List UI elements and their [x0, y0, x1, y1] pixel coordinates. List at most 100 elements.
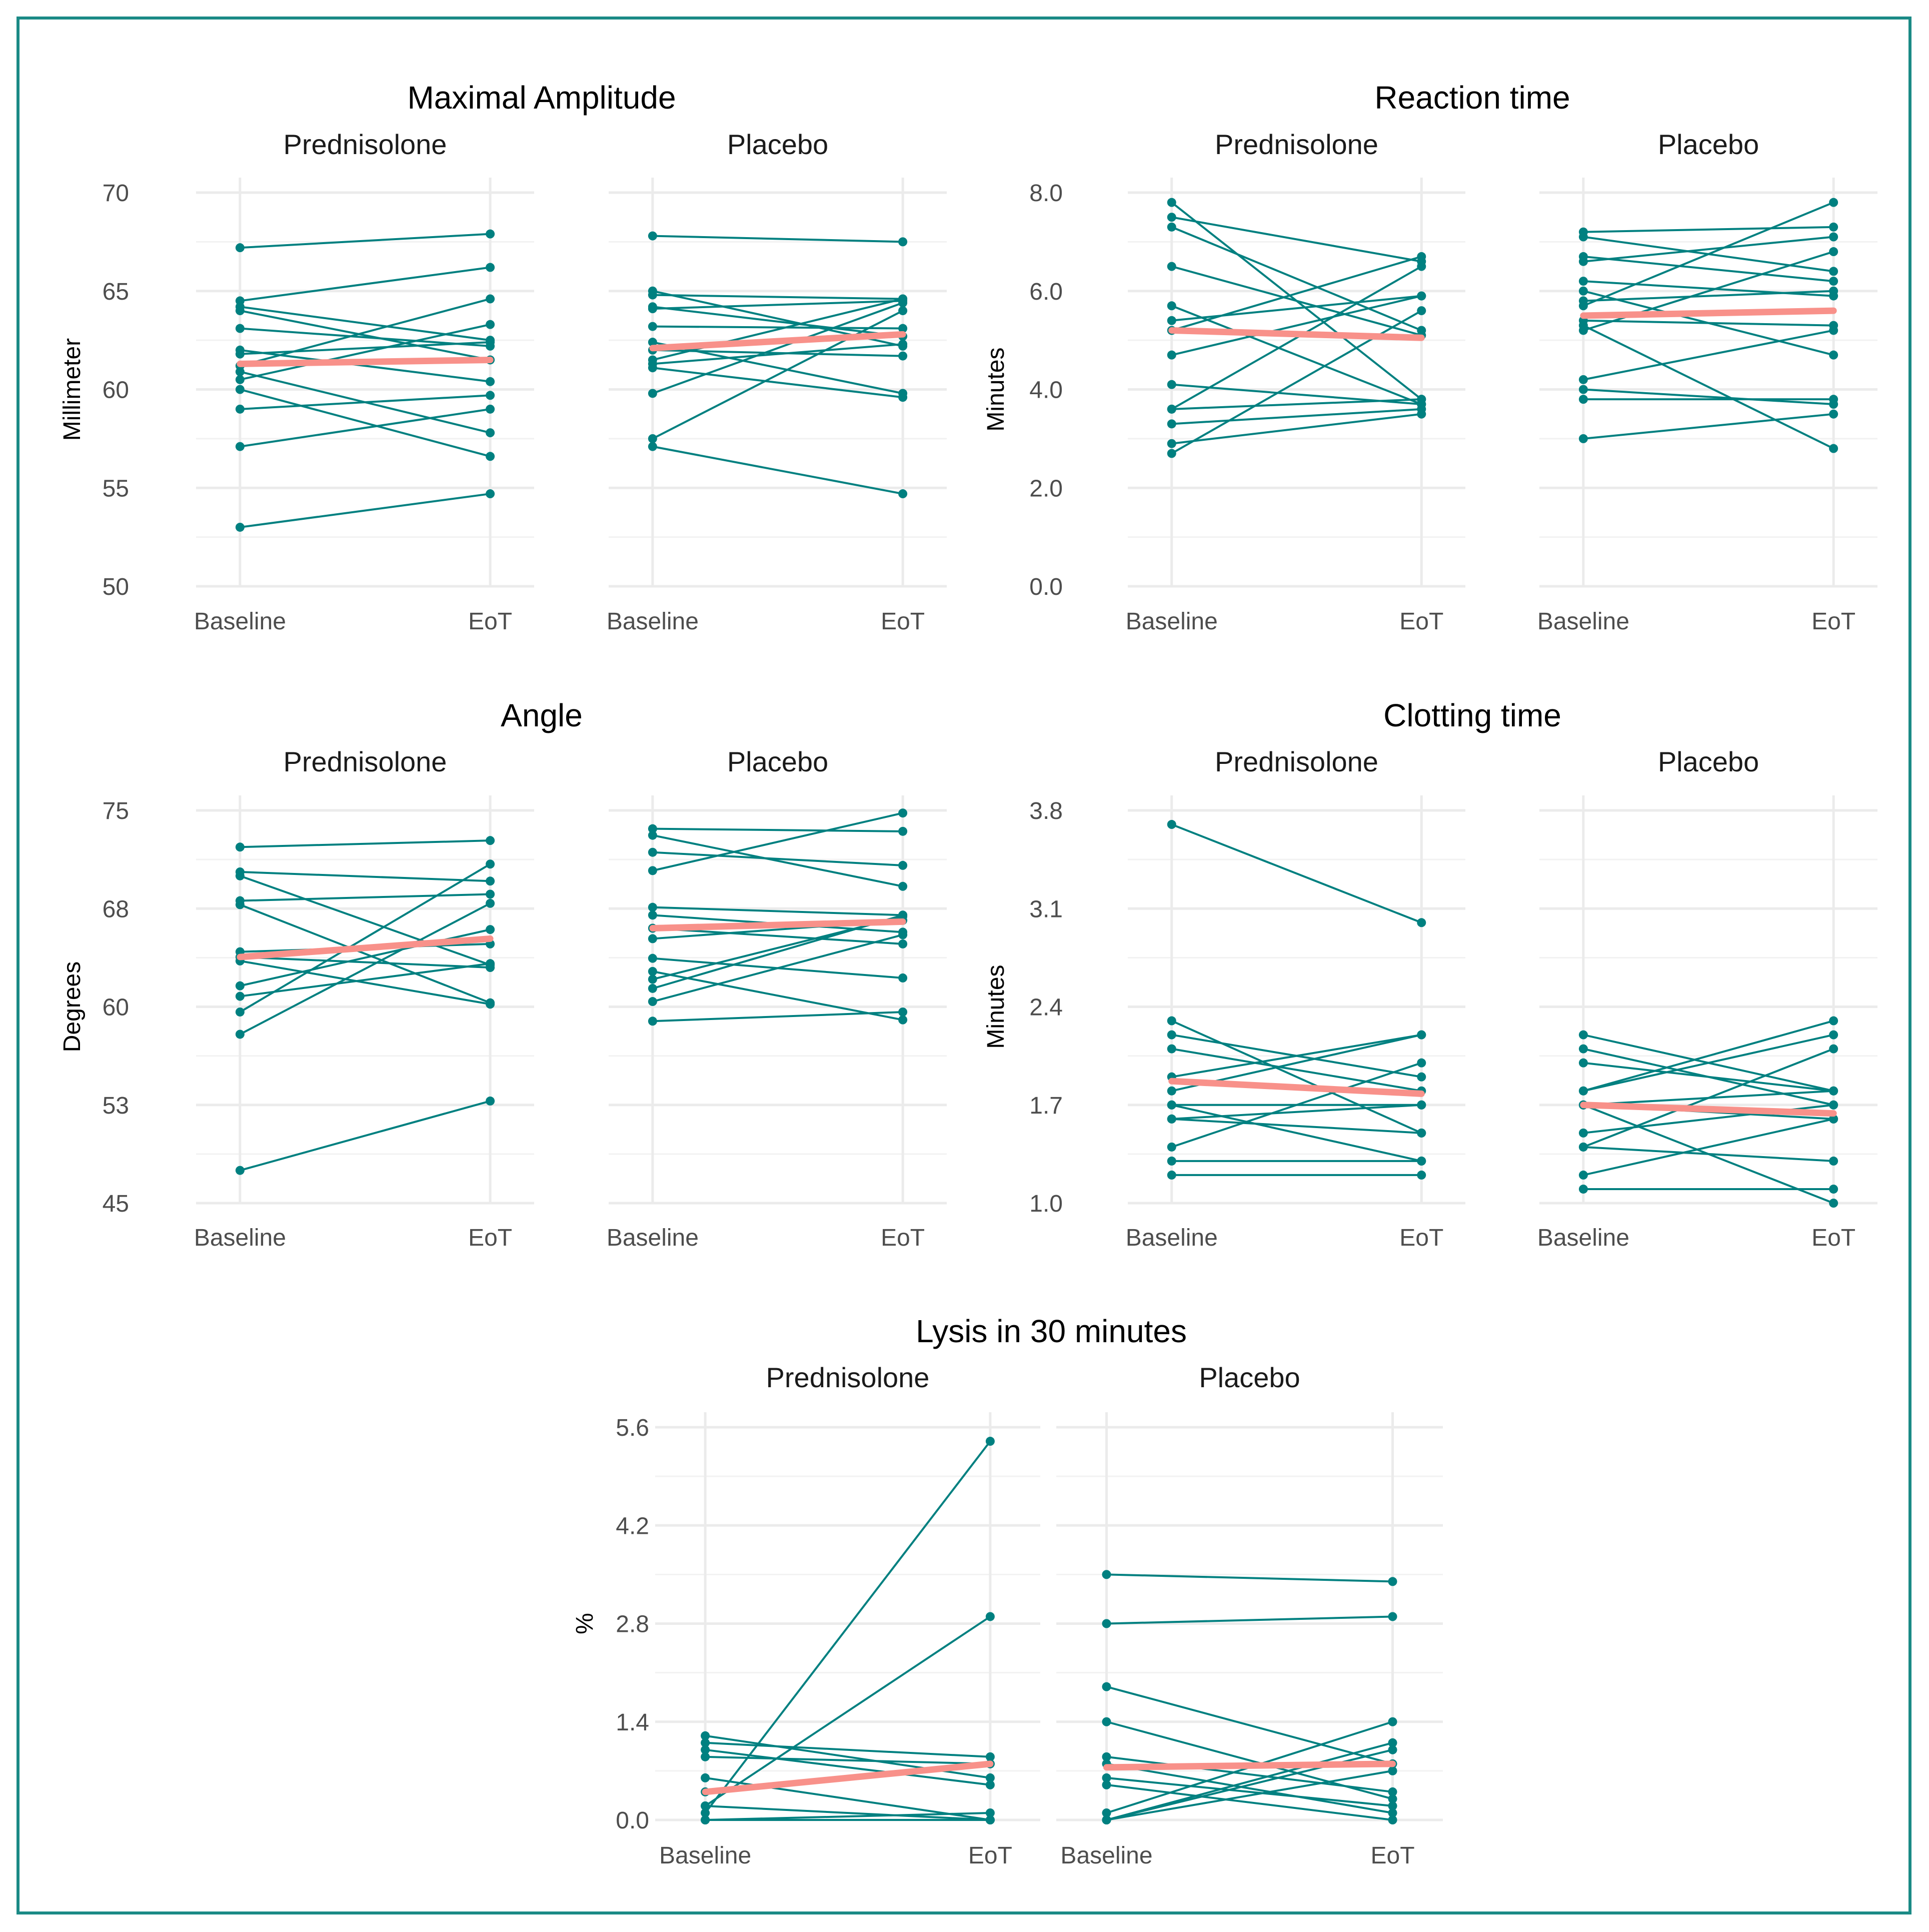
facet-label: Prednisolone	[284, 129, 447, 160]
subject-point-baseline	[648, 290, 657, 300]
subject-line	[1583, 255, 1834, 283]
subject-point-baseline	[1578, 326, 1588, 335]
subject-point-baseline	[1167, 1016, 1176, 1026]
subject-point-eot	[1417, 1058, 1426, 1068]
subject-line	[652, 325, 903, 330]
subject-point-eot	[486, 452, 495, 461]
subject-point-baseline	[701, 1738, 710, 1747]
y-tick-label: 5.6	[616, 1415, 649, 1441]
subject-point-baseline	[1578, 1184, 1588, 1194]
subject-point-baseline	[1102, 1682, 1111, 1691]
subject-line	[239, 902, 491, 1036]
subject-point-eot	[486, 876, 495, 886]
subject-point-baseline	[648, 322, 657, 331]
y-tick-label: 50	[103, 574, 129, 600]
subject-point-baseline	[648, 934, 657, 943]
subject-point-baseline	[648, 953, 657, 963]
subject-point-eot	[486, 925, 495, 934]
subject-point-eot	[1417, 252, 1426, 261]
subject-line	[1171, 408, 1422, 425]
subject-point-baseline	[701, 1801, 710, 1810]
subject-point-eot	[898, 324, 908, 333]
subject-point-baseline	[1167, 439, 1176, 448]
subject-line	[1583, 1062, 1834, 1092]
y-tick-label: 3.1	[1029, 896, 1063, 922]
facet-label: Placebo	[1658, 129, 1759, 160]
x-tick-label-baseline: Baseline	[1537, 608, 1629, 635]
subject-point-eot	[898, 339, 908, 349]
chart-title: Maximal Amplitude	[407, 80, 676, 116]
subject-point-eot	[898, 973, 908, 983]
subject-point-baseline	[648, 910, 657, 920]
subject-line	[1583, 1146, 1834, 1162]
subject-point-eot	[1388, 1717, 1397, 1726]
subject-point-eot	[1829, 1156, 1838, 1166]
y-tick-label: 65	[103, 279, 129, 305]
subject-point-baseline	[1578, 434, 1588, 443]
subject-point-eot	[1829, 222, 1838, 232]
subject-point-baseline	[235, 900, 245, 909]
subject-point-baseline	[235, 243, 245, 253]
y-tick-label: 4.2	[616, 1513, 649, 1539]
subject-point-eot	[1829, 1100, 1838, 1110]
subject-point-baseline	[1578, 1142, 1588, 1152]
subject-point-eot	[1417, 1128, 1426, 1138]
subject-line	[652, 812, 903, 872]
subject-point-baseline	[1167, 449, 1176, 458]
subject-line	[652, 310, 904, 440]
subject-point-eot	[898, 489, 908, 499]
chart-reaction-time: Reaction time Minutes 0.0 2.0 4.0 6.0 8.0 Predn…	[983, 80, 1877, 635]
charts-layer: Maximal Amplitude Millimeter 50 55 60 65 70 Pre…	[59, 80, 1877, 1869]
subject-point-eot	[1417, 1100, 1426, 1110]
subject-point-baseline	[235, 522, 245, 532]
subject-point-baseline	[1167, 350, 1176, 360]
subject-point-baseline	[648, 866, 657, 875]
subject-point-baseline	[235, 871, 245, 880]
y-tick-label: 1.0	[1029, 1191, 1063, 1217]
subject-point-baseline	[648, 1017, 657, 1026]
subject-point-eot	[486, 428, 495, 438]
subject-line	[1171, 1118, 1422, 1134]
subject-point-baseline	[1167, 1100, 1176, 1110]
y-tick-label: 2.4	[1029, 995, 1063, 1021]
x-tick-label-baseline: Baseline	[1060, 1842, 1152, 1869]
subject-line	[240, 493, 491, 528]
mean-line	[1580, 307, 1837, 319]
subject-line	[1171, 1104, 1422, 1162]
subject-line	[1171, 305, 1422, 405]
subject-point-baseline	[1167, 380, 1176, 389]
subject-point-eot	[1829, 198, 1838, 207]
subject-line	[652, 302, 903, 395]
subject-point-eot	[1388, 1794, 1397, 1803]
subject-point-baseline	[701, 1731, 710, 1740]
subject-point-eot	[1388, 1577, 1397, 1586]
subject-point-baseline	[1102, 1808, 1111, 1817]
subject-point-baseline	[648, 902, 657, 912]
subject-point-baseline	[235, 349, 245, 359]
subject-line	[1171, 1062, 1422, 1148]
subject-line	[652, 906, 903, 916]
subject-point-baseline	[701, 1752, 710, 1761]
subject-point-baseline	[1578, 385, 1588, 394]
x-tick-label-baseline: Baseline	[607, 608, 699, 635]
subject-point-baseline	[1578, 286, 1588, 296]
facet-prednisolone: Prednisolone Baseline EoT	[1126, 129, 1465, 635]
subject-point-baseline	[648, 231, 657, 241]
subject-line	[240, 903, 491, 1004]
subject-line	[1106, 1776, 1393, 1807]
subject-point-eot	[1388, 1801, 1397, 1810]
subject-point-eot	[1829, 1184, 1838, 1194]
subject-point-baseline	[648, 442, 657, 451]
subject-point-baseline	[648, 975, 657, 984]
subject-point-baseline	[1167, 1030, 1176, 1040]
subject-line	[240, 298, 491, 367]
x-tick-label-baseline: Baseline	[659, 1842, 751, 1869]
subject-line	[704, 1440, 991, 1814]
y-tick-label: 55	[103, 475, 129, 502]
subject-line	[239, 863, 491, 1013]
subject-point-eot	[1388, 1745, 1397, 1754]
subject-point-baseline	[1578, 1030, 1588, 1040]
chart-maximal-amplitude: Maximal Amplitude Millimeter 50 55 60 65 70 Pre…	[59, 80, 947, 635]
facet-label: Prednisolone	[1215, 129, 1378, 160]
subject-line	[652, 834, 903, 887]
